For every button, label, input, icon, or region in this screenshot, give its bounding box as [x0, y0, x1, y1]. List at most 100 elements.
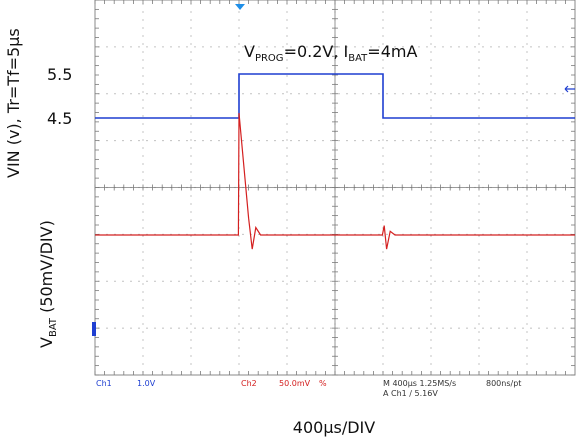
- grid-dot: [526, 299, 528, 301]
- grid-dot: [218, 140, 220, 142]
- grid-dot: [306, 140, 308, 142]
- grid-dot: [410, 93, 412, 95]
- grid-dot: [202, 93, 204, 95]
- grid-dot: [526, 75, 528, 77]
- grid-dot: [382, 51, 384, 53]
- grid-dot: [142, 147, 144, 149]
- grid-dot: [190, 291, 192, 293]
- grid-dot: [266, 280, 268, 282]
- grid-dot: [238, 11, 240, 13]
- grid-dot: [478, 131, 480, 133]
- grid-dot: [478, 139, 480, 141]
- grid-dot: [526, 251, 528, 253]
- grid-dot: [286, 227, 288, 229]
- title-part-end: =4mA: [367, 42, 417, 61]
- grid-dot: [190, 339, 192, 341]
- grid-dot: [190, 179, 192, 181]
- grid-dot: [382, 251, 384, 253]
- grid-dot: [338, 93, 340, 95]
- grid-dot: [478, 203, 480, 205]
- grid-dot: [526, 139, 528, 141]
- grid-dot: [190, 195, 192, 197]
- grid-dot: [526, 107, 528, 109]
- grid-dot: [546, 327, 548, 329]
- grid-dot: [442, 140, 444, 142]
- grid-dot: [238, 59, 240, 61]
- grid-dot: [286, 139, 288, 141]
- grid-dot: [430, 67, 432, 69]
- grid-dot: [306, 93, 308, 95]
- grid-dot: [322, 93, 324, 95]
- grid-dot: [218, 327, 220, 329]
- grid-dot: [298, 140, 300, 142]
- grid-dot: [238, 315, 240, 317]
- ylabel-top: VIN (v), Tr=Tf=5µs: [4, 28, 23, 178]
- grid-dot: [430, 275, 432, 277]
- grid-dot: [306, 280, 308, 282]
- grid-dot: [194, 140, 196, 142]
- grid-dot: [142, 67, 144, 69]
- grid-dot: [554, 46, 556, 48]
- grid-dot: [178, 327, 180, 329]
- grid-dot: [190, 139, 192, 141]
- grid-dot: [146, 280, 148, 282]
- grid-dot: [478, 75, 480, 77]
- grid-dot: [202, 46, 204, 48]
- grid-dot: [482, 93, 484, 95]
- grid-dot: [282, 327, 284, 329]
- grid-dot: [430, 283, 432, 285]
- grid-dot: [562, 140, 564, 142]
- grid-dot: [430, 211, 432, 213]
- grid-dot: [114, 280, 116, 282]
- grid-dot: [162, 327, 164, 329]
- grid-dot: [286, 67, 288, 69]
- grid-dot: [190, 43, 192, 45]
- grid-dot: [430, 171, 432, 173]
- grid-dot: [226, 280, 228, 282]
- grid-dot: [106, 46, 108, 48]
- grid-dot: [286, 75, 288, 77]
- grid-dot: [482, 327, 484, 329]
- grid-dot: [322, 280, 324, 282]
- grid-dot: [478, 35, 480, 37]
- grid-dot: [114, 46, 116, 48]
- grid-dot: [478, 267, 480, 269]
- grid-dot: [290, 327, 292, 329]
- grid-dot: [286, 131, 288, 133]
- grid-dot: [274, 140, 276, 142]
- grid-dot: [346, 140, 348, 142]
- grid-dot: [430, 155, 432, 157]
- grid-dot: [238, 27, 240, 29]
- grid-dot: [478, 195, 480, 197]
- grid-dot: [434, 46, 436, 48]
- grid-dot: [382, 147, 384, 149]
- grid-dot: [382, 355, 384, 357]
- title-sub-bat: BAT: [348, 53, 368, 64]
- grid-dot: [142, 75, 144, 77]
- grid-dot: [286, 331, 288, 333]
- grid-dot: [450, 93, 452, 95]
- grid-dot: [458, 46, 460, 48]
- grid-dot: [526, 27, 528, 29]
- grid-dot: [526, 259, 528, 261]
- grid-dot: [154, 327, 156, 329]
- grid-dot: [190, 363, 192, 365]
- grid-dot: [202, 140, 204, 142]
- grid-dot: [362, 280, 364, 282]
- grid-dot: [266, 327, 268, 329]
- grid-dot: [266, 93, 268, 95]
- grid-dot: [190, 307, 192, 309]
- grid-dot: [478, 115, 480, 117]
- grid-dot: [382, 171, 384, 173]
- grid-dot: [538, 280, 540, 282]
- grid-dot: [190, 59, 192, 61]
- grid-dot: [286, 123, 288, 125]
- grid-dot: [274, 93, 276, 95]
- grid-dot: [430, 75, 432, 77]
- grid-dot: [190, 99, 192, 101]
- grid-dot: [190, 11, 192, 13]
- grid-dot: [430, 315, 432, 317]
- grid-dot: [190, 259, 192, 261]
- grid-dot: [478, 235, 480, 237]
- grid-dot: [478, 163, 480, 165]
